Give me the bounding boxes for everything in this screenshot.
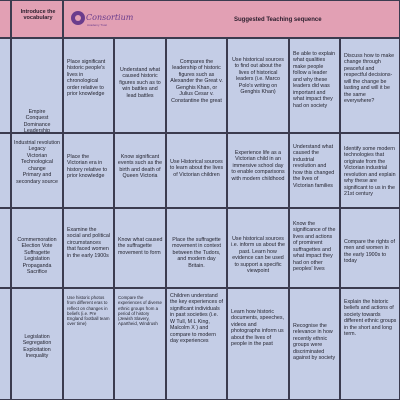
row-2-step-2: Know significant events such as the birt…: [114, 133, 166, 208]
row-2-vocabulary: Industrial revolution Legacy Victorian T…: [11, 133, 63, 208]
row-3-vocabulary: Commemoration Election Vote Suffragette …: [11, 208, 63, 288]
logo-tagline: Academy Trust: [87, 23, 108, 27]
row-4-step-3: Children understand the key experiences …: [166, 288, 227, 400]
vocab-header-title: Introduce the vocabulary: [20, 9, 56, 21]
row-3-step-6: Compare the rights of men and women in t…: [340, 208, 400, 288]
row-1-step-2: Understand what caused historic figures …: [114, 38, 166, 133]
row-1-step-3: Compares the leadership of historic figu…: [166, 38, 227, 133]
header-leftmost-cell: [0, 0, 11, 38]
row-4-step-1: Use historic photos from different eras …: [63, 288, 114, 400]
row-4-step-2: Compare the experiences of diverse ethni…: [114, 288, 166, 400]
row-2-step-6: Identify some modern technologies that o…: [340, 133, 400, 208]
row-1-step-5: Be able to explain what qualities make p…: [289, 38, 340, 133]
logo-name: Consortium: [86, 13, 134, 22]
row-3-leftmost-cell: [0, 208, 11, 288]
row-2-step-5: Understand what caused the industrial re…: [289, 133, 340, 208]
row-1-leftmost-cell: [0, 38, 11, 133]
sequence-header-cell: Consortium Academy Trust Suggested Teach…: [63, 0, 400, 38]
row-3-step-5: Know the significance of the lives and a…: [289, 208, 340, 288]
row-2-step-3: Use Historical sources to learn about th…: [166, 133, 227, 208]
logo-icon: [71, 11, 85, 25]
row-4-step-5: Recognise the relevance in how recently …: [289, 288, 340, 400]
row-2-leftmost-cell: [0, 133, 11, 208]
row-1-vocabulary: Empire Conquest Dominance Leadership: [11, 38, 63, 133]
row-1-step-4: Use historical sources to find out about…: [227, 38, 289, 133]
row-4-vocabulary: Legislation Segregation Exploitation Ine…: [11, 288, 63, 400]
logo: Consortium Academy Trust: [71, 11, 133, 33]
row-3-step-4: Use historical sources i.e. inform us ab…: [227, 208, 289, 288]
vocab-header-cell: Introduce the vocabulary: [11, 0, 63, 38]
row-1-step-1: Place significant historic people's live…: [63, 38, 114, 133]
row-4-leftmost-cell: [0, 288, 11, 400]
row-4-step-6: Explain the historic beliefs and actions…: [340, 288, 400, 400]
row-3-step-1: Examine the social and political circums…: [63, 208, 114, 288]
row-1-step-6: Discuss how to make change through peace…: [340, 38, 400, 133]
row-2-step-4: Experience life as a Victorian child in …: [227, 133, 289, 208]
sequence-header-title: Suggested Teaching sequence: [234, 17, 322, 23]
row-3-step-2: Know what caused the suffragette movemen…: [114, 208, 166, 288]
row-2-step-1: Place the Victorian era in history relat…: [63, 133, 114, 208]
row-4-step-4: Learn how historic documents, speeches, …: [227, 288, 289, 400]
row-3-step-3: Place the suffragette movement in contex…: [166, 208, 227, 288]
